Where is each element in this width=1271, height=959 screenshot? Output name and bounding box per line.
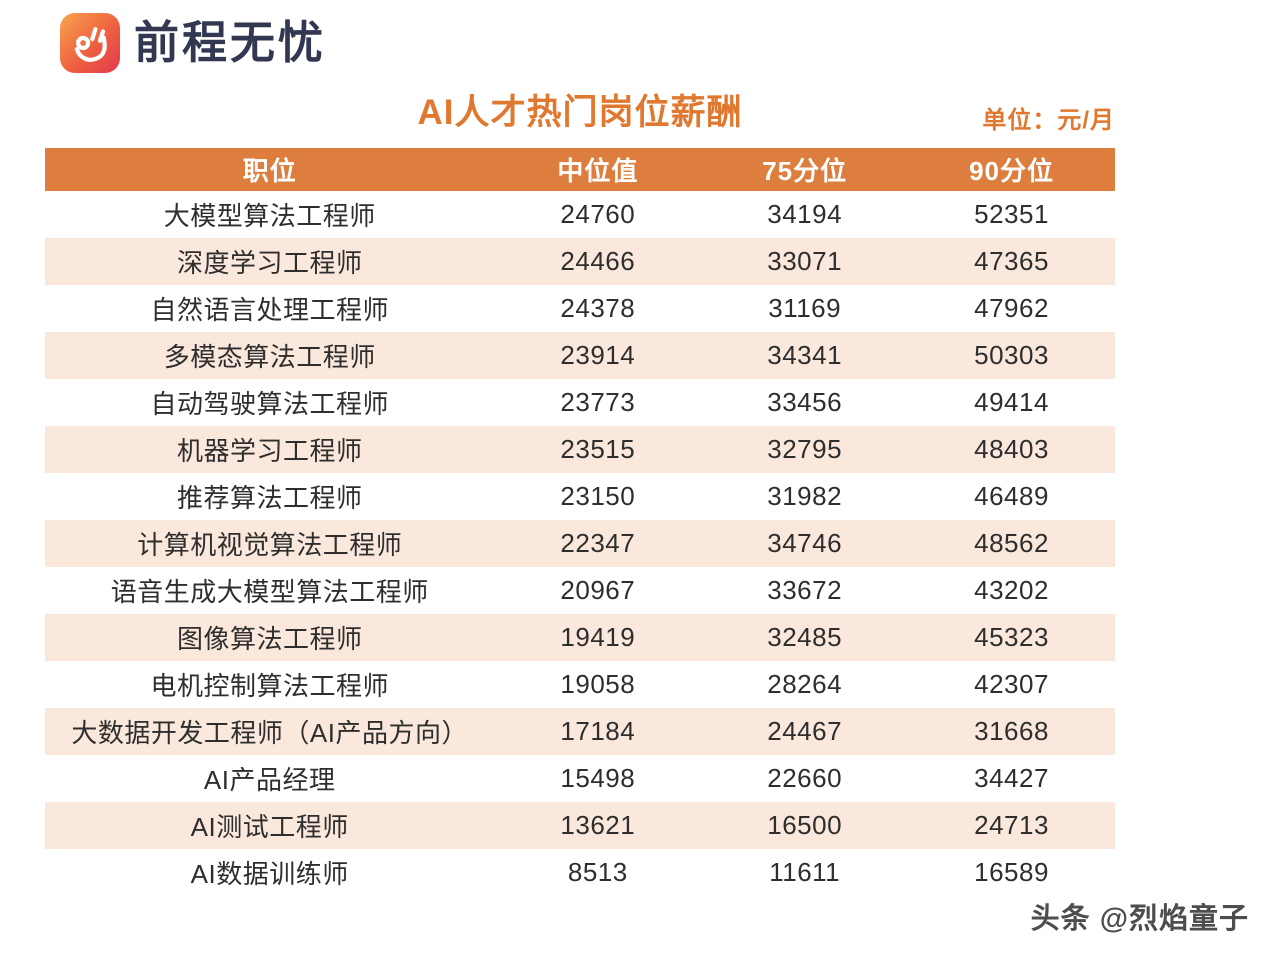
p90-cell: 31668 bbox=[974, 716, 1049, 746]
p75-cell: 24467 bbox=[767, 716, 843, 746]
p75-cell: 11611 bbox=[769, 857, 841, 887]
job-title-cell: 语音生成大模型算法工程师 bbox=[110, 577, 429, 607]
p75-cell: 22660 bbox=[767, 763, 843, 793]
unit-label: 单位：元/月 bbox=[982, 107, 1115, 134]
job-title-cell: 图像算法工程师 bbox=[176, 624, 363, 654]
p90-cell: 48403 bbox=[974, 434, 1049, 464]
p75-cell: 16500 bbox=[767, 810, 843, 840]
p90-cell: 49414 bbox=[974, 387, 1049, 417]
table-row: 图像算法工程师 19419 32485 45323 bbox=[45, 614, 1115, 661]
p75-cell: 33456 bbox=[767, 387, 843, 417]
job-title-cell: 大数据开发工程师（AI产品方向） bbox=[71, 718, 468, 748]
watermark: 头条 @烈焰童子 bbox=[1030, 903, 1249, 935]
median-cell: 15498 bbox=[560, 763, 636, 793]
median-cell: 20967 bbox=[560, 575, 636, 605]
median-cell: 24760 bbox=[560, 199, 636, 229]
median-cell: 24378 bbox=[560, 293, 636, 323]
col-header-job: 职位 bbox=[45, 148, 495, 191]
job-title-cell: 电机控制算法工程师 bbox=[150, 671, 389, 701]
median-cell: 23150 bbox=[560, 481, 636, 511]
median-cell: 23773 bbox=[560, 387, 636, 417]
p75-cell: 32485 bbox=[767, 622, 843, 652]
table-row: 计算机视觉算法工程师 22347 34746 48562 bbox=[45, 520, 1115, 567]
table-row: 推荐算法工程师 23150 31982 46489 bbox=[45, 473, 1115, 520]
salary-table: 职位 中位值 75分位 90分位 大模型算法工程师 24760 34194 52… bbox=[45, 148, 1115, 896]
table-row: AI产品经理 15498 22660 34427 bbox=[45, 755, 1115, 802]
job-title-cell: 深度学习工程师 bbox=[176, 248, 363, 278]
median-cell: 19419 bbox=[560, 622, 636, 652]
table-row: 机器学习工程师 23515 32795 48403 bbox=[45, 426, 1115, 473]
table-row: 大数据开发工程师（AI产品方向） 17184 24467 31668 bbox=[45, 708, 1115, 755]
p75-cell: 34746 bbox=[767, 528, 843, 558]
median-cell: 24466 bbox=[560, 246, 636, 276]
hand-icon bbox=[74, 27, 107, 62]
p75-cell: 33672 bbox=[767, 575, 843, 605]
table-row: 语音生成大模型算法工程师 20967 33672 43202 bbox=[45, 567, 1115, 614]
p90-cell: 47962 bbox=[974, 293, 1049, 323]
table-row: AI数据训练师 8513 11611 16589 bbox=[45, 849, 1115, 896]
brand-name: 前程无忧 bbox=[134, 17, 327, 68]
job-title-cell: AI数据训练师 bbox=[190, 859, 349, 889]
col-header-p90: 90分位 bbox=[908, 148, 1115, 191]
table-header-row: 职位 中位值 75分位 90分位 bbox=[45, 148, 1115, 191]
p90-cell: 16589 bbox=[974, 857, 1049, 887]
p90-cell: 24713 bbox=[974, 810, 1049, 840]
p90-cell: 48562 bbox=[974, 528, 1049, 558]
job-title-cell: 推荐算法工程师 bbox=[176, 483, 363, 513]
job-title-cell: 机器学习工程师 bbox=[176, 436, 363, 466]
table-row: 自动驾驶算法工程师 23773 33456 49414 bbox=[45, 379, 1115, 426]
median-cell: 19058 bbox=[560, 669, 636, 699]
table-row: 深度学习工程师 24466 33071 47365 bbox=[45, 238, 1115, 285]
p90-cell: 45323 bbox=[974, 622, 1049, 652]
p90-cell: 47365 bbox=[974, 246, 1049, 276]
median-cell: 17184 bbox=[560, 716, 636, 746]
col-header-median: 中位值 bbox=[494, 148, 702, 191]
table-row: 自然语言处理工程师 24378 31169 47962 bbox=[45, 285, 1115, 332]
p75-cell: 34341 bbox=[767, 340, 843, 370]
job-title-cell: AI产品经理 bbox=[203, 765, 336, 795]
table-row: AI测试工程师 13621 16500 24713 bbox=[45, 802, 1115, 849]
brand-logo: 前程无忧 bbox=[60, 13, 326, 73]
p90-cell: 52351 bbox=[974, 199, 1049, 229]
job-title-cell: AI测试工程师 bbox=[190, 812, 349, 842]
job-title-cell: 多模态算法工程师 bbox=[163, 342, 376, 372]
p75-cell: 32795 bbox=[767, 434, 843, 464]
page-title: AI人才热门岗位薪酬 bbox=[417, 93, 743, 132]
col-header-p75: 75分位 bbox=[701, 148, 909, 191]
p90-cell: 42307 bbox=[974, 669, 1049, 699]
p75-cell: 31982 bbox=[767, 481, 843, 511]
p90-cell: 50303 bbox=[974, 340, 1049, 370]
job-title-cell: 自然语言处理工程师 bbox=[150, 295, 389, 325]
p75-cell: 31169 bbox=[768, 293, 842, 323]
p90-cell: 46489 bbox=[974, 481, 1049, 511]
job-title-cell: 自动驾驶算法工程师 bbox=[150, 389, 389, 419]
p75-cell: 33071 bbox=[767, 246, 843, 276]
table-row: 电机控制算法工程师 19058 28264 42307 bbox=[45, 661, 1115, 708]
job-title-cell: 大模型算法工程师 bbox=[163, 201, 376, 231]
table-row: 多模态算法工程师 23914 34341 50303 bbox=[45, 332, 1115, 379]
brand-logo-icon bbox=[60, 13, 120, 73]
median-cell: 23914 bbox=[560, 340, 636, 370]
p90-cell: 34427 bbox=[974, 763, 1049, 793]
p90-cell: 43202 bbox=[974, 575, 1049, 605]
median-cell: 23515 bbox=[560, 434, 636, 464]
median-cell: 22347 bbox=[560, 528, 636, 558]
p75-cell: 34194 bbox=[767, 199, 843, 229]
median-cell: 13621 bbox=[560, 810, 636, 840]
median-cell: 8513 bbox=[567, 857, 628, 887]
job-title-cell: 计算机视觉算法工程师 bbox=[137, 530, 403, 560]
table-row: 大模型算法工程师 24760 34194 52351 bbox=[45, 191, 1115, 238]
p75-cell: 28264 bbox=[767, 669, 843, 699]
